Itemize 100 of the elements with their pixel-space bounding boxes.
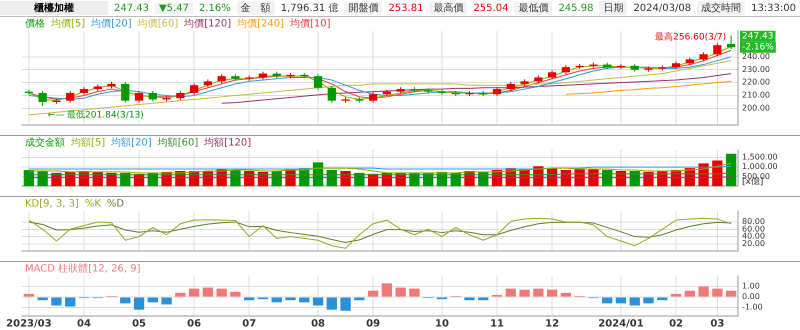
text: 均價[240]	[236, 18, 284, 30]
series-label: %K	[84, 198, 102, 210]
text: 245.98	[554, 2, 598, 14]
candlestick	[134, 90, 144, 104]
bar	[698, 286, 709, 297]
y-tick-label: 0.00	[742, 292, 760, 302]
bar	[726, 154, 736, 186]
text: 金 額	[236, 1, 275, 15]
text: 255.04	[469, 2, 512, 14]
text: 均額[5]	[70, 136, 106, 149]
bar	[382, 283, 392, 297]
x-tick-label: 11	[490, 318, 504, 330]
y-tick-label: 240.00	[742, 52, 770, 61]
bar	[216, 288, 227, 297]
bar	[409, 288, 420, 297]
x-tick-label: 2023/03	[6, 318, 52, 330]
bar	[24, 294, 34, 297]
candlestick	[121, 81, 130, 104]
text: ▼5.47	[154, 2, 193, 14]
text: 成交時間	[697, 1, 746, 15]
bar	[506, 288, 516, 297]
bar	[546, 290, 558, 297]
text: 2.16%	[194, 2, 235, 14]
legend-title: MACD 柱狀體[12, 26, 9]	[25, 262, 141, 275]
candlestick	[176, 90, 184, 101]
bar	[285, 298, 296, 300]
text: 成交金額	[25, 136, 65, 149]
y-tick-label: 40.00	[742, 232, 765, 241]
bar	[643, 298, 654, 304]
text: 日期	[599, 1, 628, 15]
y-tick-label: 1.00	[742, 282, 760, 291]
x-tick-label: 09	[366, 318, 380, 330]
candlestick	[548, 70, 556, 80]
bar	[602, 298, 612, 304]
text: 均價[60]	[136, 18, 178, 30]
x-tick-label: 07	[242, 318, 256, 330]
text: 247.43	[110, 2, 153, 14]
text: 均價[20]	[90, 18, 132, 30]
bar	[272, 298, 282, 302]
bar	[161, 298, 172, 304]
bar	[464, 298, 475, 300]
x-tick-label: 04	[77, 318, 91, 330]
text: 13:33:00	[747, 2, 800, 14]
bar	[670, 294, 682, 297]
candlestick	[38, 90, 47, 107]
chart-title: 櫃檯加權	[0, 1, 108, 15]
y-tick-label: 60.00	[742, 224, 765, 234]
text: 開盤價	[344, 1, 382, 15]
text: -2.16%	[742, 42, 774, 53]
bar	[657, 298, 668, 300]
text: 最低價	[514, 1, 552, 15]
x-tick-label: 05	[132, 318, 146, 330]
annotation: ←— 最低201.84(3/13)	[48, 109, 144, 120]
y-tick-label: 220.00	[742, 78, 770, 87]
x-tick-label: 10	[435, 318, 449, 330]
candlestick	[699, 52, 708, 62]
text: 2024/03/08	[629, 2, 696, 14]
text: 價格	[25, 18, 45, 30]
annotation: 最高256.60(3/7)	[655, 31, 726, 42]
bar	[368, 290, 378, 297]
text: 均價[5]	[50, 18, 86, 30]
bar	[519, 290, 530, 297]
candlestick	[506, 81, 515, 92]
y-tick-label: 1,500.00	[742, 152, 778, 162]
x-tick-label: 02	[669, 318, 684, 330]
y-tick-label: 230.00	[742, 64, 770, 74]
candlestick	[368, 92, 378, 104]
series-label: %D	[106, 198, 124, 210]
bar	[354, 298, 365, 300]
bar	[65, 298, 76, 307]
text: 均額[20]	[110, 136, 152, 149]
candlestick	[328, 85, 336, 104]
y-tick-label: 210.00	[742, 90, 770, 100]
text: 均價[10]	[289, 18, 331, 30]
y-tick-label: 1,000.00	[742, 162, 778, 172]
bar	[533, 288, 544, 297]
bar	[51, 298, 62, 306]
bar	[326, 298, 337, 310]
candlestick	[190, 82, 198, 96]
x-tick-label: 2024/01	[598, 318, 644, 330]
y-tick-label: 200.00	[742, 104, 770, 113]
text: 247.43	[742, 32, 774, 42]
bar	[120, 298, 130, 304]
bar	[616, 298, 626, 304]
candlestick	[66, 90, 74, 104]
bar	[340, 298, 351, 311]
bar	[230, 292, 241, 297]
bar	[244, 298, 254, 300]
bar	[148, 298, 158, 302]
text: 均額[120]	[203, 136, 252, 149]
bar	[312, 298, 324, 306]
bar	[560, 292, 572, 297]
text: 均價[120]	[183, 18, 232, 30]
candlestick	[314, 74, 322, 90]
candlestick	[218, 74, 226, 84]
bar	[395, 288, 406, 297]
bar	[712, 288, 723, 297]
bar	[478, 298, 488, 300]
bar	[37, 298, 48, 300]
y-tick-label: -1.00	[742, 302, 763, 312]
